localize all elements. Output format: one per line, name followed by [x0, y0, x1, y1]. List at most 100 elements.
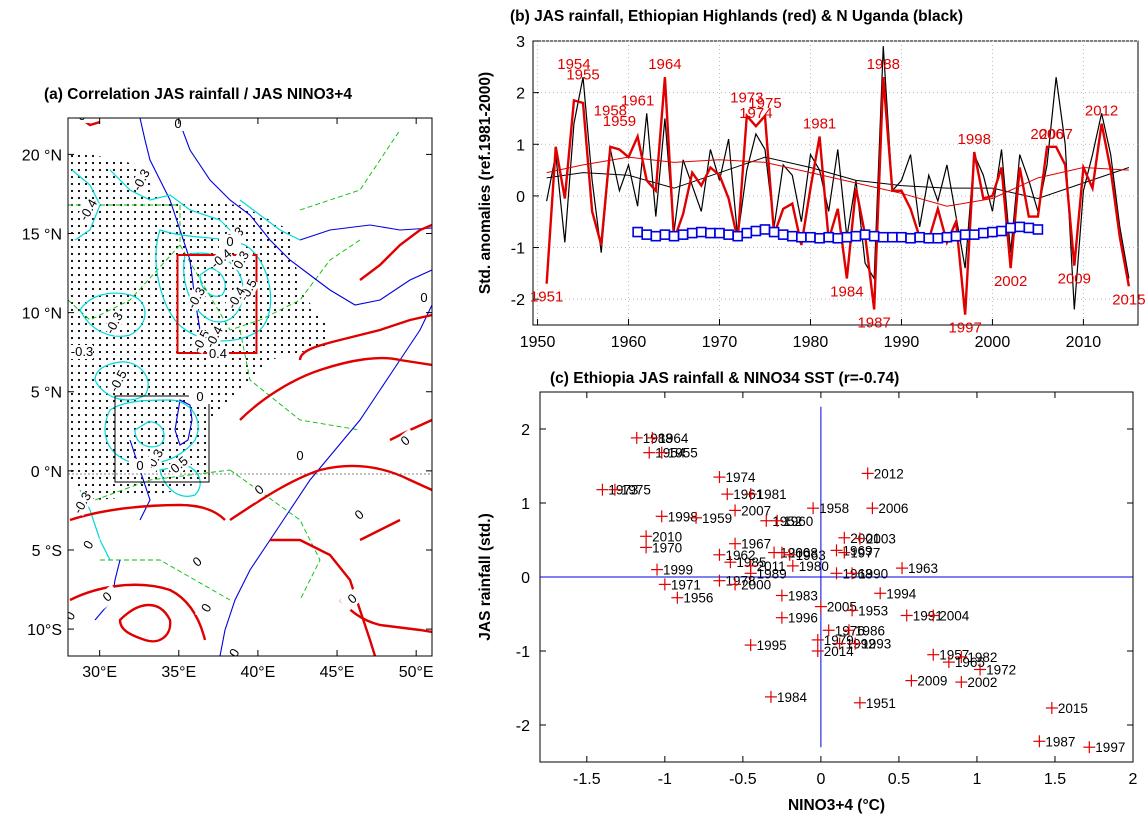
year-annotation: 1974 — [739, 105, 772, 122]
scatter-point-label: 2011 — [757, 559, 786, 574]
contour-label-bg — [107, 368, 130, 395]
contour-label-bg — [194, 594, 219, 622]
blue-square-marker — [1005, 222, 1016, 234]
blue-square-marker — [732, 230, 743, 242]
contour-label: 0.4 — [209, 346, 227, 361]
map-y-tick-label: 10 °N — [22, 306, 62, 323]
zero-contours — [69, 118, 432, 656]
blue-square-marker — [941, 231, 953, 243]
contour-label-bg — [224, 284, 249, 312]
scatter-point-label: 1995 — [757, 638, 787, 653]
blue-square-marker — [659, 229, 671, 240]
map-x-tick-label: 45°E — [320, 664, 355, 681]
scatter-point-label: 1996 — [788, 611, 818, 626]
year-annotation: 1981 — [803, 116, 836, 133]
year-annotation: 1954 — [557, 56, 590, 73]
scatter-point-label: 1962 — [725, 548, 755, 563]
scatter-point-label: 1965 — [955, 655, 985, 670]
rainfall-nino-scatter: -1.5 -1 -0.5 0 0.5 1 1.5 2 -2 -1 0 1 2 NINO3+4 (°C) JA… — [477, 391, 1138, 814]
panel-b-frame — [532, 40, 1139, 326]
contour-label-bg — [413, 291, 432, 305]
contour-label-bg — [71, 118, 93, 123]
year-annotation: 1951 — [530, 289, 563, 306]
significance-stipple — [70, 150, 330, 500]
contour-label-bg — [219, 235, 241, 249]
correlation-map: -0.3-0.40-0.3-0.4-0.5-0.30.4-0.3-0.3-0.4… — [22, 117, 434, 681]
contour-label-bg — [94, 584, 121, 610]
year-annotation: 1984 — [830, 284, 863, 301]
panel-c-x-tick-label: 0 — [816, 771, 825, 788]
panel-b-x-tick-label: 1970 — [702, 334, 738, 351]
negative-contours — [71, 169, 301, 561]
scatter-point-label: 1984 — [777, 690, 808, 705]
scatter-point-label: 1979 — [824, 633, 854, 648]
scatter-point-label: 1971 — [671, 577, 701, 592]
map-x-tick-label: 50°E — [399, 664, 434, 681]
blue-square-marker — [914, 231, 925, 243]
contour-label-bg — [208, 246, 235, 272]
uganda-smoothed-line — [546, 156, 1130, 200]
scatter-point-label: 2007 — [741, 503, 771, 518]
scatter-point-label: 1959 — [702, 511, 732, 526]
n-uganda-box — [114, 395, 210, 483]
contour-label-bg — [71, 345, 93, 359]
year-annotation: 1973 — [730, 90, 763, 107]
contour-label: -0.3 — [71, 344, 93, 359]
blue-square-marker — [896, 231, 907, 243]
contour-label-bg — [103, 310, 126, 337]
contour-label-bg — [167, 118, 189, 131]
scatter-point-label: 1973 — [608, 483, 638, 498]
blue-square-marker — [923, 232, 935, 244]
blue-square-marker — [696, 226, 707, 238]
scatter-point-label: 1958 — [819, 501, 849, 516]
scatter-point-label: 1998 — [668, 509, 698, 524]
blue-square-marker — [1023, 222, 1035, 234]
scatter-point-label: 1975 — [621, 483, 651, 498]
scatter-point-label: 1954 — [655, 446, 686, 461]
scatter-point-label: 1999 — [663, 563, 693, 578]
blue-square-marker — [814, 232, 825, 244]
contour-label-bg — [189, 390, 211, 404]
scatter-point-label: 2015 — [1058, 701, 1088, 716]
blue-square-marker — [859, 229, 871, 240]
blue-square-marker — [677, 229, 689, 240]
panel-b-y-tick-label: 3 — [516, 34, 525, 51]
scatter-point-label: 1966 — [780, 546, 810, 561]
panel-c-y-tick-label: 1 — [521, 496, 530, 513]
panel-b-y-tick-label: 1 — [516, 137, 525, 154]
scatter-point-label: 1960 — [783, 514, 813, 529]
panel-b-y-tick-label: -2 — [511, 292, 525, 309]
scatter-point-label: 1986 — [855, 623, 885, 638]
contour-label-bg — [346, 502, 373, 528]
year-annotation: 1955 — [566, 66, 599, 83]
year-annotation: 1964 — [648, 56, 681, 73]
contour-label-bg — [70, 489, 95, 517]
year-annotation: 2015 — [1112, 291, 1145, 308]
blue-square-marker — [832, 232, 844, 244]
panel-c-x-tick-label: 1 — [972, 771, 981, 788]
panel-b-ylabel: Std. anomalies (ref.1981-2000) — [477, 72, 494, 294]
blue-square-marker — [723, 229, 734, 240]
scatter-point-label: 1974 — [725, 470, 756, 485]
year-annotation: 2009 — [1058, 271, 1091, 288]
panel-c-y-tick-label: -1 — [516, 644, 530, 661]
contour-label-bg — [129, 459, 151, 473]
contour-label: 0 — [196, 389, 203, 404]
blue-square-marker — [686, 227, 698, 239]
blue-square-marker — [996, 225, 1007, 237]
scatter-point-label: 1980 — [799, 559, 829, 574]
blue-square-marker — [877, 231, 889, 243]
panel-c-y-tick-label: 0 — [521, 570, 530, 587]
panel-a-title: (a) Correlation JAS rainfall / JAS NINO3… — [44, 86, 352, 103]
blue-square-marker — [978, 227, 989, 239]
panel-b-x-tick-label: 1950 — [520, 334, 556, 351]
blue-square-marker — [841, 231, 853, 243]
ethiopia-series-line — [545, 77, 1131, 315]
contour-label-bg — [339, 586, 366, 612]
panel-c-x-tick-label: 1.5 — [1044, 771, 1066, 788]
panel-c-x-tick-label: -1 — [658, 771, 672, 788]
panel-b-x-tick-label: 1990 — [884, 334, 920, 351]
map-x-tick-label: 30°E — [82, 664, 117, 681]
map-x-tick-label: 40°E — [240, 664, 275, 681]
